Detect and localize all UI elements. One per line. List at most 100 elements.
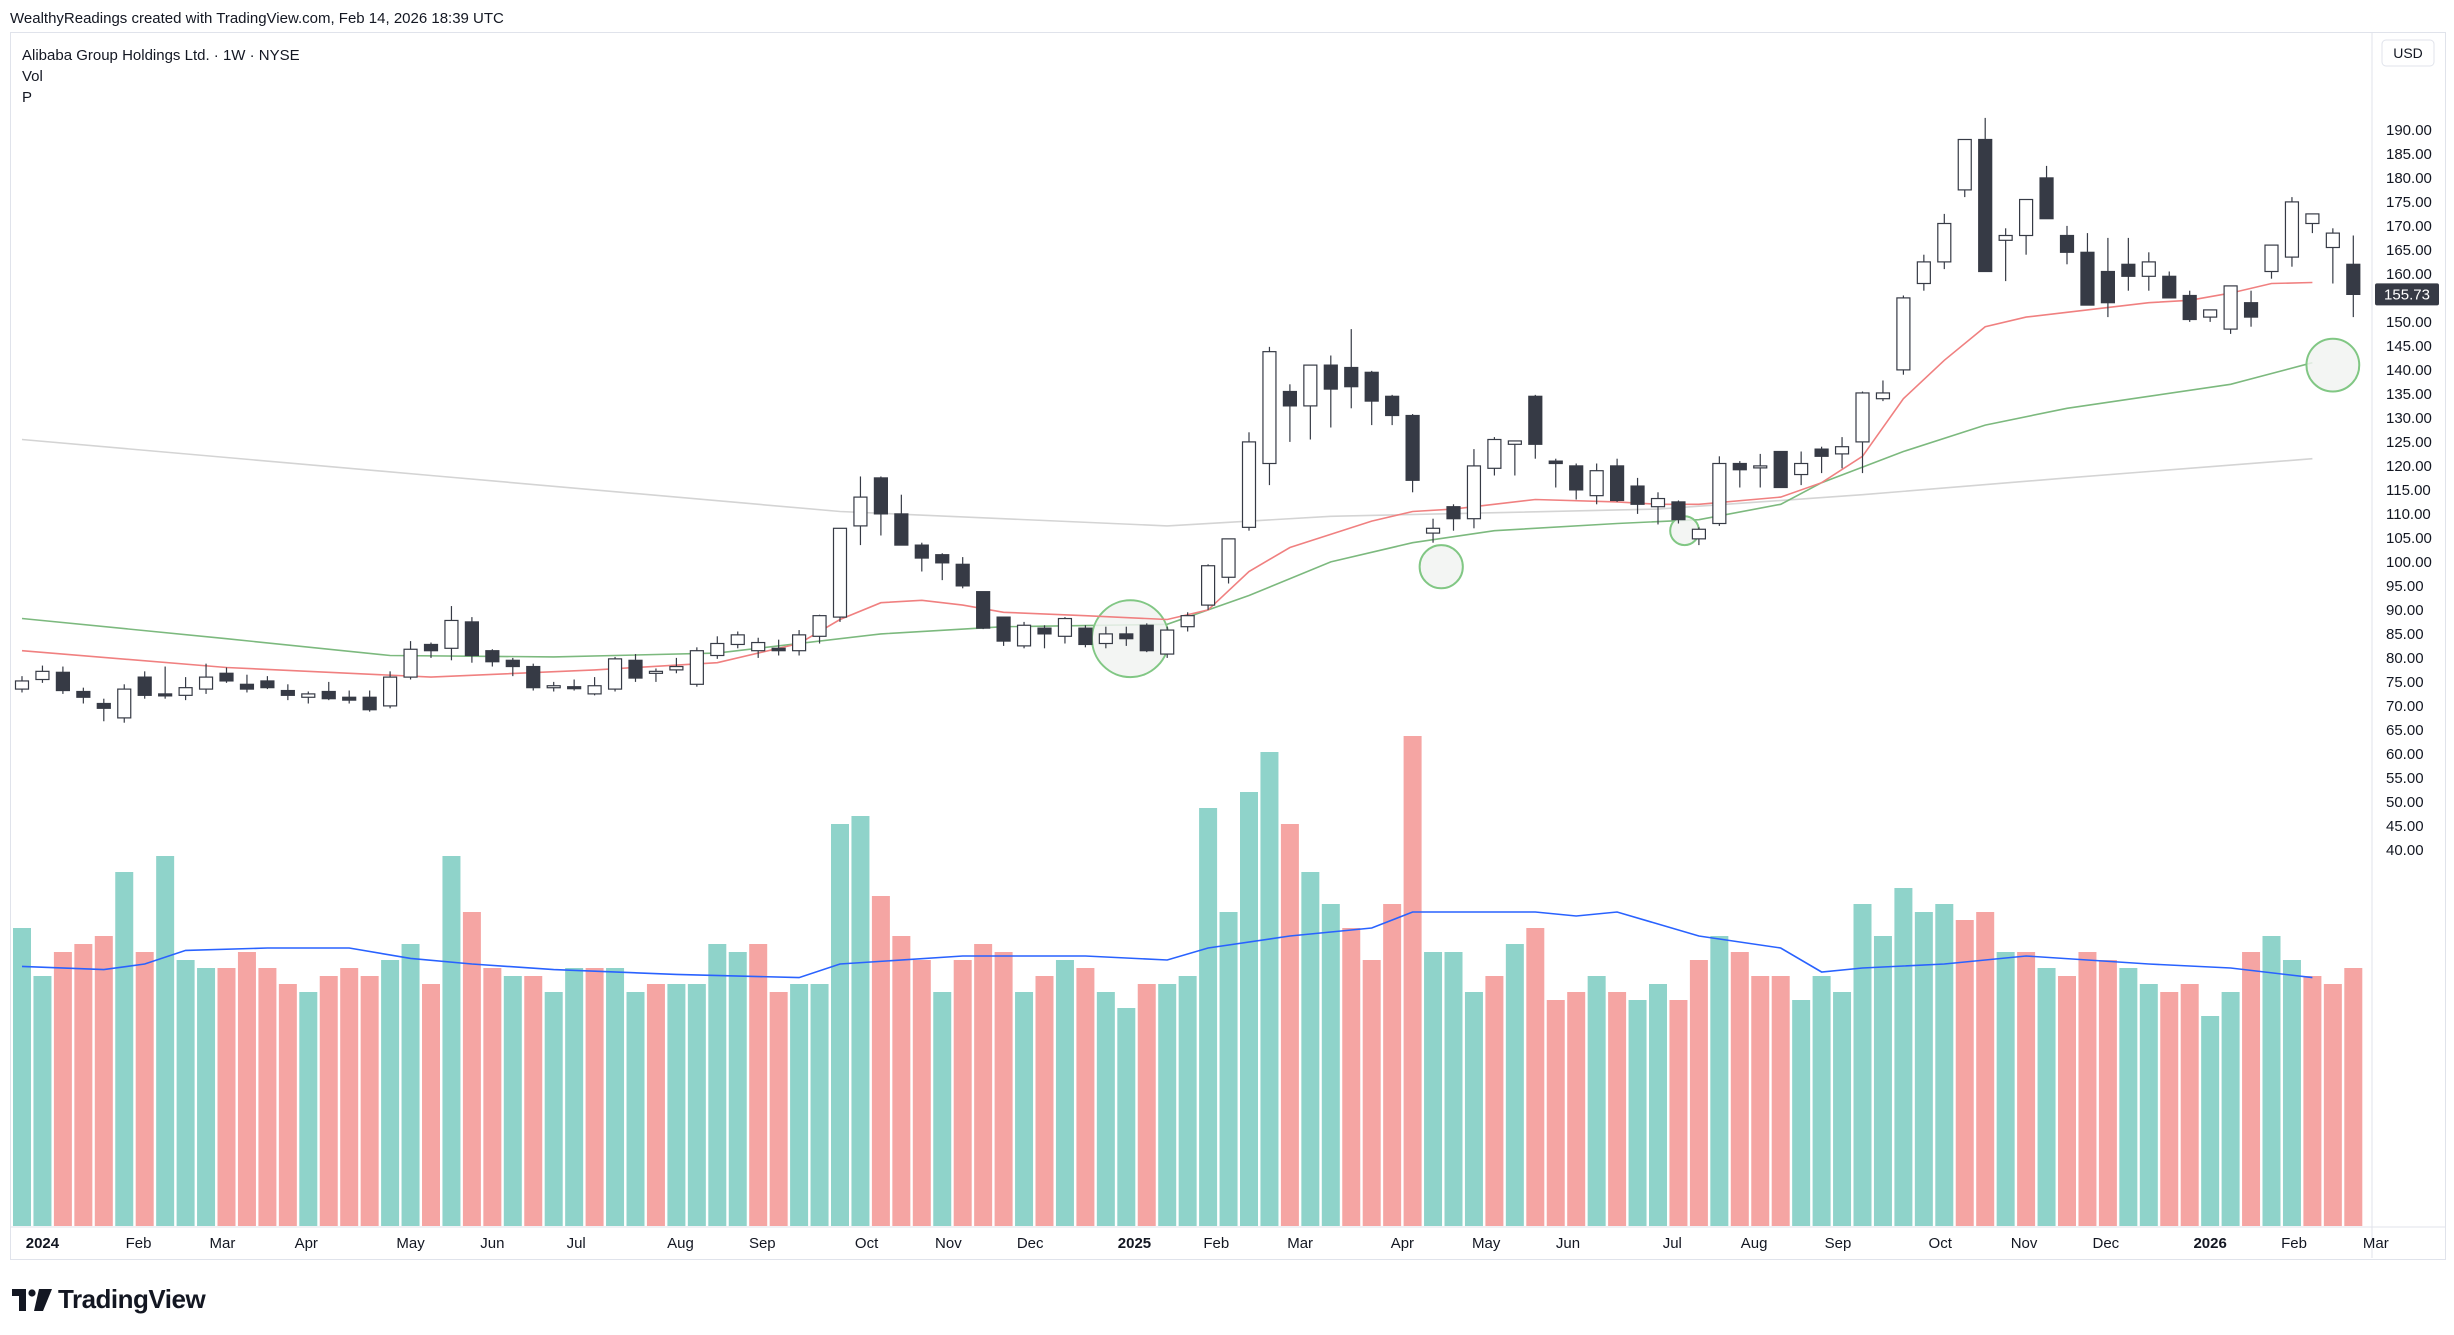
candle-body (1609, 465, 1625, 502)
volume-bar (974, 944, 993, 1226)
price-tick-label: 75.00 (2386, 674, 2424, 691)
candle-body (1773, 450, 1788, 489)
candle-body (1037, 627, 1052, 635)
time-tick-label: Feb (1203, 1235, 1229, 1252)
time-tick-label: Nov (2011, 1235, 2038, 1252)
volume-bar (2139, 984, 2158, 1226)
volume-bar (1424, 952, 1443, 1226)
volume-bar (1751, 976, 1770, 1226)
candle-body (1119, 633, 1134, 640)
chart-frame (10, 32, 2446, 1260)
volume-bar (1546, 1000, 1565, 1226)
time-tick-label: 2025 (1118, 1235, 1151, 1252)
ema-short-line (21, 281, 2313, 678)
candle-body (1957, 138, 1972, 191)
tradingview-logo-icon (12, 1288, 52, 1311)
price-tick-label: 130.00 (2386, 410, 2432, 427)
volume-bar (1015, 992, 1034, 1226)
volume-bar (892, 936, 911, 1226)
volume-bar (381, 960, 400, 1226)
volume-bar (1137, 984, 1156, 1226)
candle-body (1303, 364, 1318, 407)
candle-body (1323, 364, 1338, 390)
volume-bar (790, 984, 809, 1226)
candle-body (321, 690, 336, 700)
symbol-title[interactable]: Alibaba Group Holdings Ltd. · 1W · NYSE (22, 47, 300, 64)
candle-body (2018, 198, 2034, 237)
currency-button[interactable] (2381, 39, 2435, 67)
price-tick-label: 40.00 (2386, 842, 2424, 859)
price-tick-label: 45.00 (2386, 818, 2424, 835)
volume-indicator-label[interactable]: Vol (22, 68, 43, 85)
volume-bar (13, 928, 31, 1226)
volume-bar (94, 936, 113, 1226)
volume-bar (2221, 992, 2240, 1226)
candle-body (935, 554, 950, 564)
volume-ma-line (21, 911, 2313, 979)
candle-body (1057, 617, 1073, 637)
price-tick-label: 105.00 (2386, 530, 2432, 547)
volume-bar (524, 976, 543, 1226)
volume-bar (606, 968, 625, 1226)
candle-body (1937, 222, 1952, 263)
price-tick-label: 100.00 (2386, 554, 2432, 571)
tradingview-logo[interactable]: TradingView (12, 1284, 206, 1315)
candle-body (1139, 624, 1154, 652)
volume-bar (769, 992, 788, 1226)
volume-bar (1240, 792, 1258, 1226)
candle-body (730, 634, 745, 646)
candle-body (1160, 629, 1175, 655)
volume-bar (912, 960, 931, 1226)
candle-body (1794, 462, 1809, 476)
price-tick-label: 55.00 (2386, 770, 2424, 787)
price-tick-label: 120.00 (2386, 458, 2432, 475)
candle-body (1753, 465, 1768, 469)
candle-body (628, 659, 643, 679)
candle-body (301, 693, 316, 698)
time-tick-label: Nov (935, 1235, 962, 1252)
volume-bar (667, 984, 686, 1226)
volume-bar (53, 952, 72, 1226)
candle-body (546, 685, 561, 689)
volume-bar (1260, 752, 1279, 1226)
candle-body (751, 641, 766, 652)
volume-bar (1505, 944, 1524, 1226)
candle-body (1548, 460, 1563, 465)
candle-body (1466, 465, 1482, 520)
candle-body (1732, 462, 1747, 471)
time-tick-label: Dec (1017, 1235, 1044, 1252)
volume-bar (2242, 952, 2261, 1226)
candle-body (1078, 627, 1093, 646)
candle-body (771, 647, 786, 652)
volume-bar (1955, 920, 1974, 1226)
time-tick-label: Jul (1663, 1235, 1682, 1252)
volume-bar (565, 968, 584, 1226)
price-tick-label: 190.00 (2386, 122, 2432, 139)
candle-body (1589, 470, 1604, 497)
volume-bar (1996, 952, 2015, 1226)
candle-body (1978, 138, 1993, 273)
candle-body (2325, 232, 2340, 249)
candle-body (2203, 309, 2218, 318)
tradingview-wordmark: TradingView (58, 1284, 206, 1314)
time-tick-label: Aug (1741, 1235, 1768, 1252)
volume-bar (585, 968, 604, 1226)
candle-body (2100, 270, 2115, 304)
candle-body (853, 496, 868, 527)
volume-bar (1710, 936, 1729, 1226)
volume-bar (1853, 904, 1872, 1226)
time-tick-label: May (396, 1235, 425, 1252)
candle-body (76, 690, 91, 698)
price-tick-label: 115.00 (2386, 482, 2431, 499)
candle-body (14, 680, 30, 690)
volume-bar (2323, 984, 2342, 1226)
volume-bar (278, 984, 297, 1226)
volume-bar (2058, 976, 2076, 1226)
indicator-marker-label[interactable]: P (22, 89, 33, 106)
volume-bar (2344, 968, 2363, 1226)
candle-body (158, 693, 173, 697)
volume-bar (1587, 976, 1606, 1226)
candle-body (117, 688, 132, 719)
time-tick-label: Jun (1556, 1235, 1580, 1252)
